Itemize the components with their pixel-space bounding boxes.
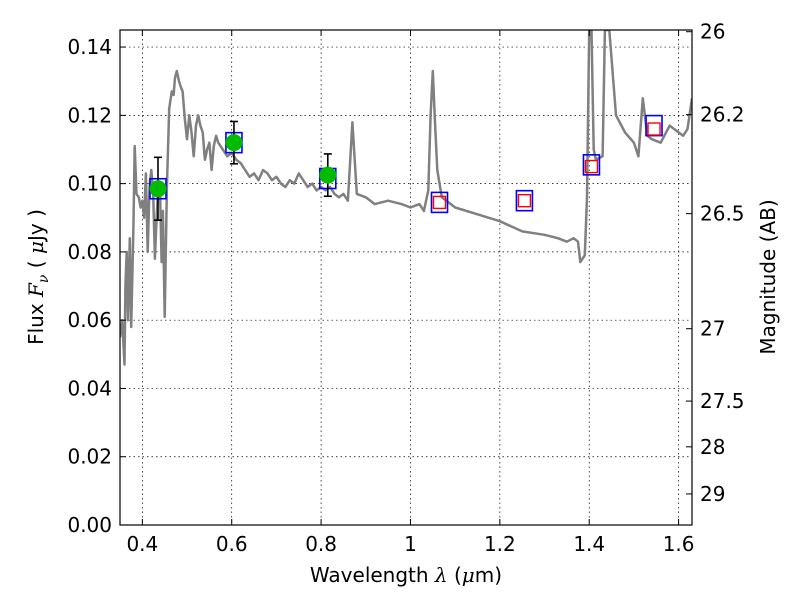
markers-layer [149,114,663,221]
x-tick-label: 1.2 [484,532,516,556]
x-axis-title: Wavelength λ (μm) [310,563,502,587]
y-tick-label: 0.00 [67,513,112,537]
predicted-flux-square [584,159,599,174]
x-tick-label: 1 [404,532,417,556]
y-tick-label: 0.12 [67,103,112,127]
model-spectrum-line [120,30,692,366]
y2-tick-label: 26 [700,20,725,44]
x-tick-label: 0.6 [216,532,248,556]
model-photometry-square [430,191,449,214]
x-tick-label: 0.4 [126,532,158,556]
y2-tick-label: 26.5 [700,202,745,226]
y2-tick-label: 26.2 [700,103,745,127]
y-tick-label: 0.02 [67,445,112,469]
axis-ticks: 0.4 0.6 0.8 1 1.2 1.4 1.6 0.00 0.02 0.04 0.06 0.08 0… [67,20,744,556]
y2-tick-label: 28 [700,435,725,459]
grid-lines [120,30,692,525]
x-tick-label: 1.4 [573,532,605,556]
y-tick-label: 0.04 [67,376,112,400]
y2-tick-label: 27.5 [700,389,745,413]
model-photometry-square [582,154,601,176]
predicted-flux-square [517,193,532,208]
plot-frame [119,29,693,526]
predicted-flux-square [647,122,661,136]
x-tick-label: 1.6 [663,532,695,556]
model-photometry-square [515,189,534,212]
plot-background [120,30,692,525]
observed-flux-point [319,166,337,184]
y-tick-label: 0.10 [67,172,112,196]
y-axis-title: Flux Fν ( μJy ) [24,209,52,345]
y2-axis-title: Magnitude (AB) [756,199,780,354]
y-tick-label: 0.08 [67,240,112,264]
observed-flux-point [225,134,243,152]
y-tick-label: 0.14 [67,35,112,59]
x-tick-label: 0.8 [305,532,337,556]
y2-tick-label: 29 [700,482,725,506]
y-tick-label: 0.06 [67,308,112,332]
y2-tick-label: 27 [700,317,725,341]
observed-flux-point [149,180,167,198]
predicted-flux-square [432,195,447,210]
